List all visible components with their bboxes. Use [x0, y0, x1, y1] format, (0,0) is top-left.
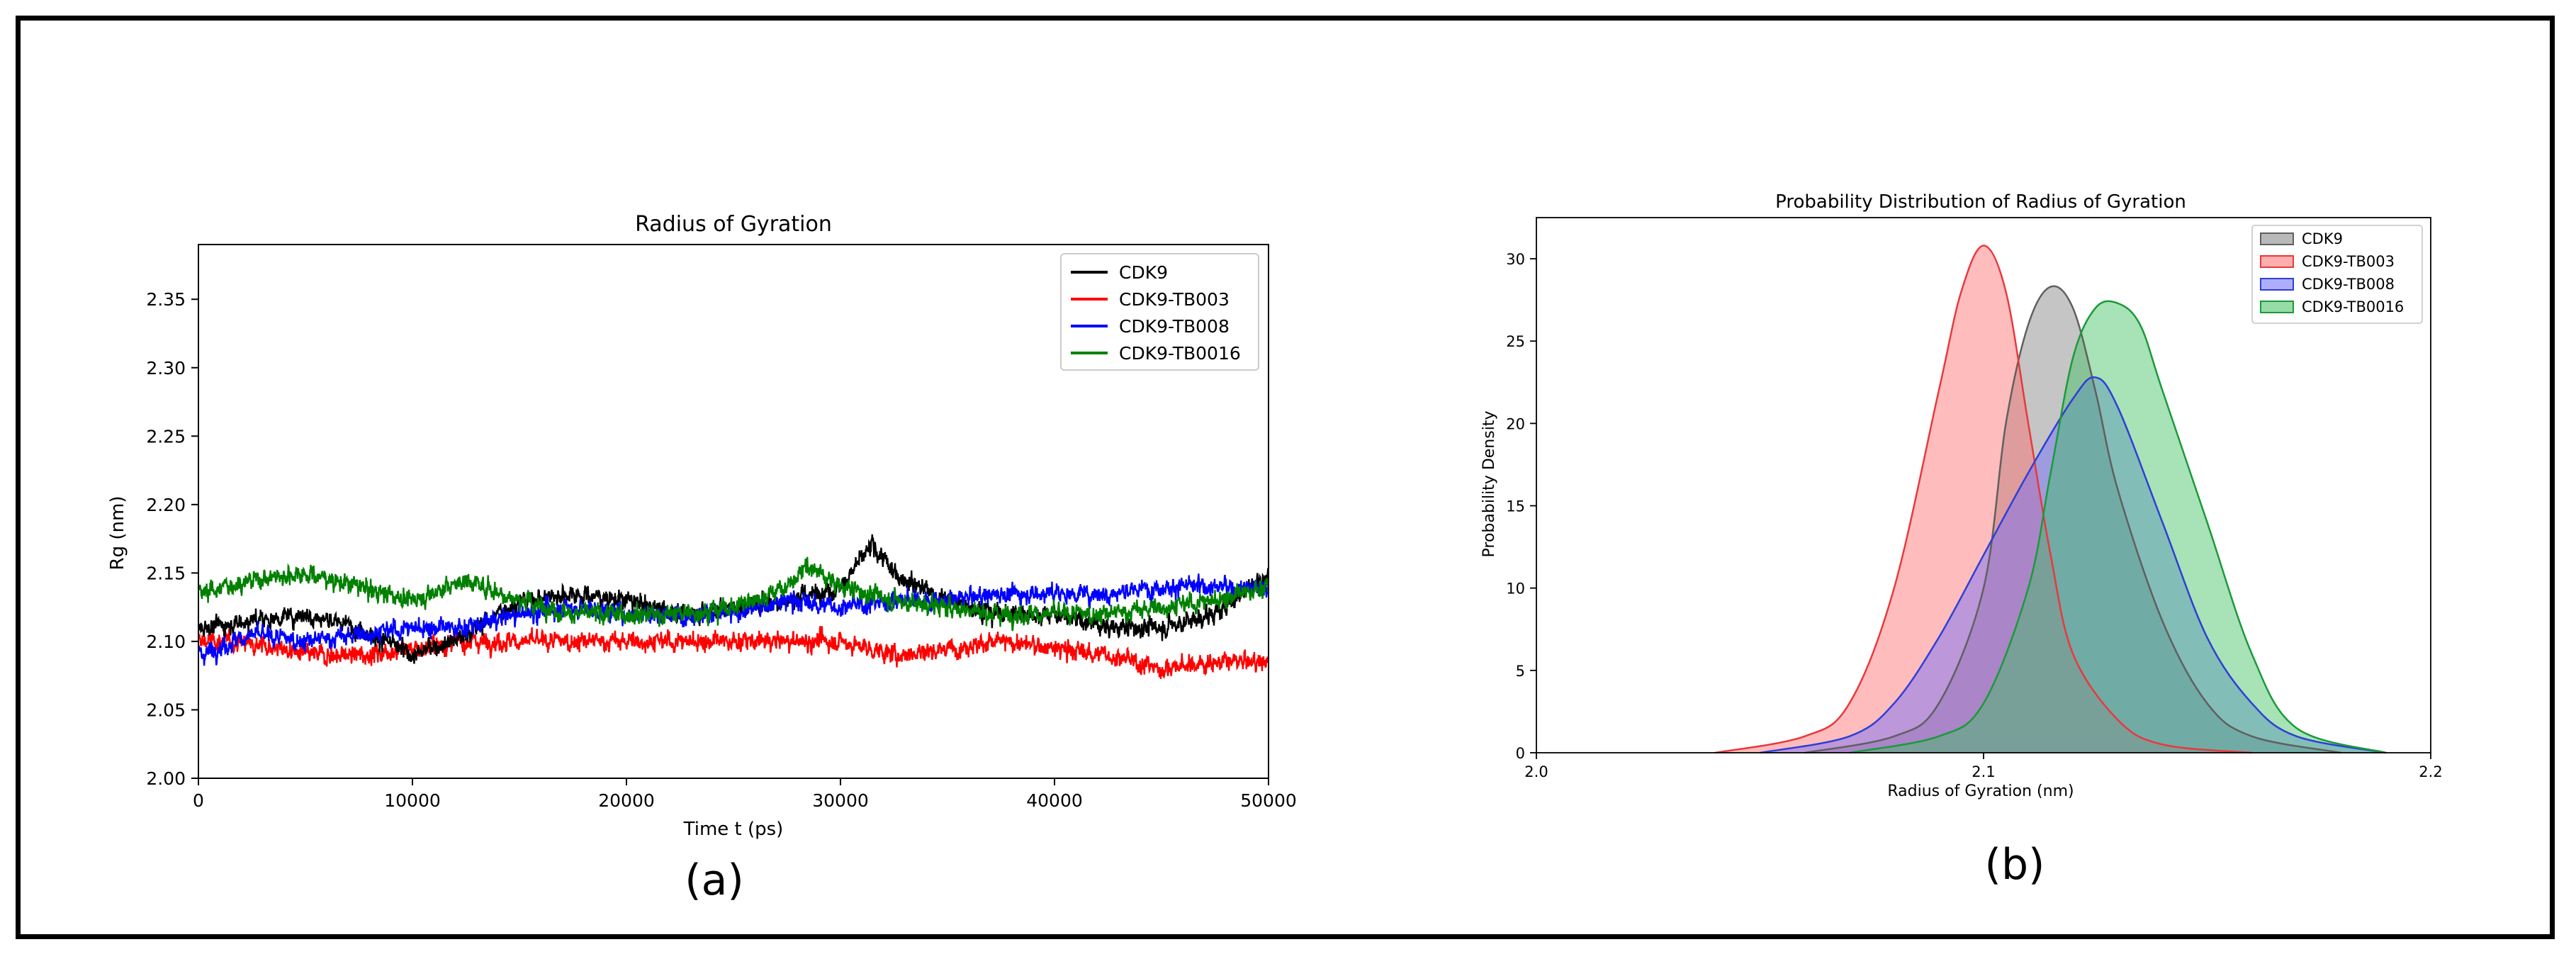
x-tick-label: 2.0	[1524, 763, 1548, 780]
chart-a-title: Radius of Gyration	[635, 212, 832, 237]
legend-swatch-cdk9-tb0016	[2260, 301, 2294, 313]
series-line-cdk9-tb003	[198, 626, 1269, 679]
legend-label-cdk9-tb0016: CDK9-TB0016	[1119, 343, 1241, 364]
y-tick-label: 15	[1506, 498, 1525, 515]
y-tick-label: 10	[1506, 581, 1525, 598]
y-tick-label: 5	[1516, 663, 1525, 680]
y-tick-label: 0	[1516, 745, 1525, 762]
chart-a-plot-area: 0 10000 20000 30000 40000 50000 2.00 2.05 2.10 2.…	[146, 244, 1297, 811]
x-tick-label: 2.2	[2419, 763, 2442, 780]
density-line-cdk9-tb008	[1760, 376, 2387, 754]
y-tick-label: 2.15	[146, 563, 186, 583]
density-line-cdk9-tb003	[1715, 245, 2252, 754]
x-tick-label: 2.1	[1972, 763, 1995, 780]
legend-label-cdk9: CDK9	[1119, 262, 1168, 283]
y-tick-label: 2.10	[146, 632, 186, 652]
y-tick-label: 2.25	[146, 426, 186, 447]
y-tick-label: 2.30	[146, 358, 186, 378]
legend-label-cdk9-tb0016: CDK9-TB0016	[2302, 298, 2404, 315]
legend-swatch-cdk9	[2260, 232, 2294, 245]
density-area-cdk9	[1804, 286, 2341, 753]
legend-label-cdk9-tb008: CDK9-TB008	[2302, 276, 2395, 293]
legend-label-cdk9-tb003: CDK9-TB003	[1119, 289, 1230, 310]
panel-label-b: (b)	[1985, 840, 2045, 890]
legend-label-cdk9-tb008: CDK9-TB008	[1119, 316, 1230, 337]
chart-probability-distribution: Probability Distribution of Radius of Gy…	[1480, 191, 2443, 800]
x-tick-label: 40000	[1026, 790, 1083, 811]
x-tick-label: 0	[193, 790, 204, 811]
y-tick-label: 20	[1506, 415, 1525, 432]
figure-frame	[16, 16, 2555, 939]
chart-a-legend: CDK9 CDK9-TB003 CDK9-TB008 CDK9-TB0016	[1060, 253, 1259, 371]
x-tick-label: 10000	[384, 790, 441, 811]
chart-b-title: Probability Distribution of Radius of Gy…	[1775, 191, 2186, 213]
y-tick-label: 2.05	[146, 700, 186, 720]
series-line-cdk9-tb0016	[198, 556, 1269, 632]
chart-b-xlabel: Radius of Gyration (nm)	[1887, 783, 2074, 800]
density-area-cdk9-tb003	[1715, 245, 2252, 753]
chart-a-xlabel: Time t (ps)	[683, 819, 784, 840]
chart-a-ylabel: Rg (nm)	[107, 496, 128, 571]
legend-label-cdk9: CDK9	[2302, 230, 2343, 247]
x-tick-label: 20000	[598, 790, 655, 811]
x-tick-label: 30000	[812, 790, 869, 811]
y-tick-label: 25	[1506, 333, 1525, 350]
density-area-cdk9-tb0016	[1849, 301, 2386, 753]
y-tick-label: 2.00	[146, 768, 186, 789]
legend-swatch-cdk9-tb003	[2260, 255, 2294, 268]
legend-swatch-cdk9-tb008	[2260, 278, 2294, 291]
chart-b-ylabel: Probability Density	[1480, 411, 1498, 558]
chart-b-legend: CDK9 CDK9-TB003 CDK9-TB008 CDK9-TB0016	[2251, 225, 2423, 324]
density-area-cdk9-tb008	[1760, 377, 2386, 753]
y-tick-label: 2.20	[146, 495, 186, 515]
legend-box	[2251, 225, 2423, 324]
density-line-cdk9-tb0016	[1849, 300, 2387, 754]
legend-label-cdk9-tb003: CDK9-TB003	[2302, 253, 2395, 270]
chart-radius-of-gyration: Radius of Gyration 0 10000 20000 30000 40000…	[107, 212, 1297, 840]
density-line-cdk9	[1804, 285, 2342, 754]
y-tick-label: 2.35	[146, 289, 186, 310]
chart-b-plot-area: 2.0 2.1 2.2 0 5 10 15 20 25 30	[1506, 217, 2443, 780]
y-tick-label: 30	[1506, 251, 1525, 268]
x-tick-label: 50000	[1240, 790, 1297, 811]
panel-label-a: (a)	[685, 856, 744, 905]
chart-a-axes-frame	[198, 244, 1269, 779]
legend-box	[1060, 253, 1259, 371]
